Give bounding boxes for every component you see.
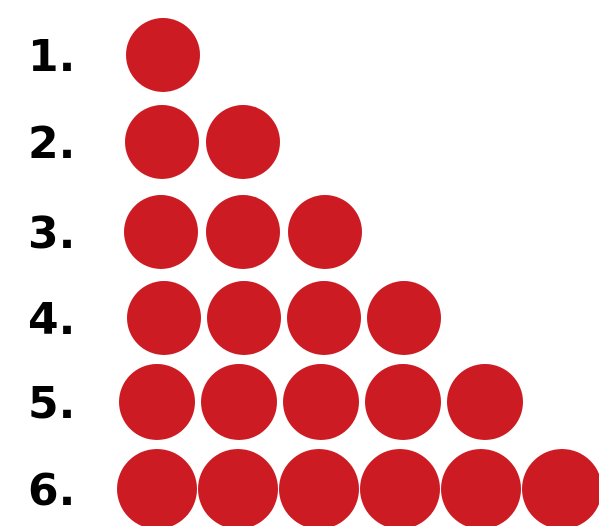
red-dot-icon: [206, 195, 280, 269]
red-dot-icon: [283, 364, 359, 440]
row-number-label: 6.: [28, 465, 75, 516]
rows: 1. 2. 3. 4. 5. 6.: [28, 18, 599, 526]
row-number-label: 3.: [28, 208, 75, 259]
red-dot-icon: [522, 449, 599, 526]
row-number-label: 2.: [28, 118, 75, 169]
red-dot-icon: [288, 195, 362, 269]
red-dot-icon: [125, 105, 199, 179]
red-dot-icon: [198, 449, 278, 526]
row-number-label: 1.: [28, 31, 75, 82]
red-dot-icon: [367, 281, 441, 355]
row-6: 6.: [28, 449, 599, 526]
row-3: 3.: [28, 195, 362, 269]
row-2: 2.: [28, 105, 280, 179]
row-number-label: 5.: [28, 378, 75, 429]
red-dot-icon: [124, 195, 198, 269]
red-dot-icon: [127, 281, 201, 355]
partial-top-row: [130, 0, 599, 6]
red-dot-icon: [126, 18, 200, 92]
red-dot-icon: [287, 281, 361, 355]
row-number-label: 4.: [28, 294, 75, 345]
row-1: 1.: [28, 18, 200, 92]
red-dot-icon: [201, 364, 277, 440]
red-dot-icon: [360, 449, 440, 526]
row-5: 5.: [28, 364, 523, 440]
red-dot-icon: [447, 364, 523, 440]
red-dot-icon: [117, 449, 197, 526]
row-4: 4.: [28, 281, 441, 355]
red-dot-icon: [441, 449, 521, 526]
red-dot-icon: [206, 105, 280, 179]
red-dot-icon: [279, 449, 359, 526]
red-dot-icon: [119, 364, 195, 440]
red-dot-icon: [365, 364, 441, 440]
red-dot-icon: [207, 281, 281, 355]
